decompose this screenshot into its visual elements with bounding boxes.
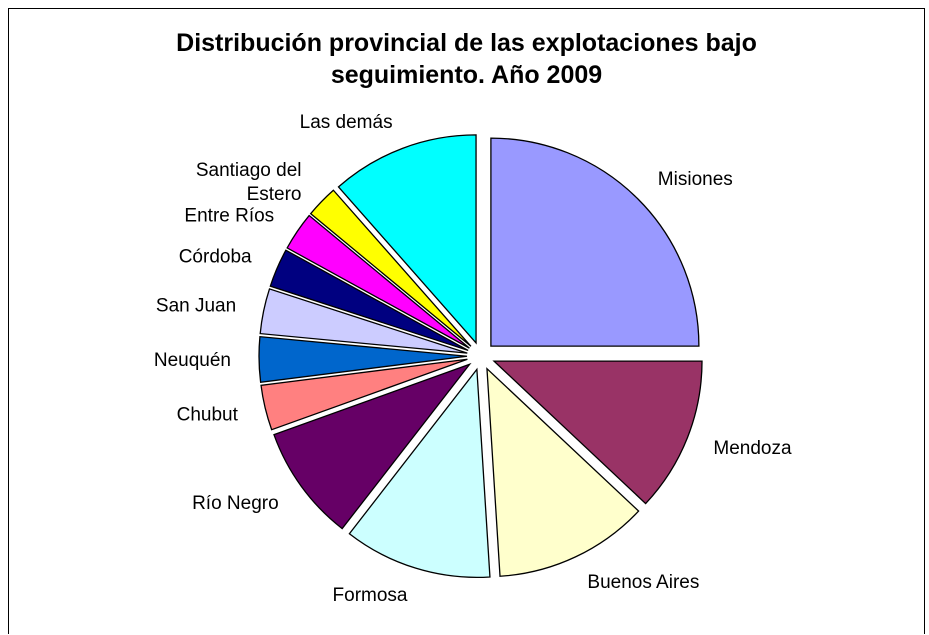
pie-chart: Misiones Mendoza Buenos Aires Formosa Río Ne… (154, 112, 792, 606)
chart-title-line-2: seguimiento. Año 2009 (330, 61, 603, 89)
pie-slice-santiago-del-estero (309, 189, 472, 347)
slice-label-line: Formosa (333, 585, 408, 606)
slice-label-line: Mendoza (713, 438, 792, 459)
slice-label-misiones: Misiones (658, 169, 733, 190)
slice-label-line: Buenos Aires (587, 572, 699, 593)
slice-label-rio-negro: Río Negro (192, 493, 279, 514)
slice-label-line: Estero (247, 184, 302, 205)
slice-label-neuquen: Neuquén (154, 350, 231, 371)
pie-slice-buenos-aires (486, 367, 640, 577)
slice-label-line: Entre Ríos (184, 206, 274, 227)
slice-label-las-demas: Las demás (300, 112, 393, 133)
slice-label-san-juan: San Juan (156, 295, 236, 316)
pie-slice-cordoba (269, 249, 469, 352)
slice-label-line: Chubut (177, 404, 239, 425)
chart-title: Distribución provincial de las explotaci… (9, 27, 924, 91)
slice-label-line: San Juan (156, 295, 236, 316)
pie-slice-misiones (490, 137, 700, 347)
slice-label-line: Neuquén (154, 350, 231, 371)
slice-label-formosa: Formosa (333, 585, 408, 606)
chart-title-line-1: Distribución provincial de las explotaci… (176, 29, 757, 57)
pie-slice-neuquen (258, 335, 468, 384)
slice-label-entre-rios: Entre Ríos (184, 206, 274, 227)
chart-frame: Distribución provincial de las explotaci… (8, 8, 925, 634)
slice-label-chubut: Chubut (177, 404, 239, 425)
pie-slice-chubut (260, 358, 468, 431)
pie-slice-entre-rios (286, 214, 470, 349)
slice-label-line: Santiago del (196, 160, 302, 181)
slice-label-cordoba: Córdoba (179, 247, 252, 268)
pie-slice-rio-negro (273, 362, 472, 530)
pie-slice-las-demas (337, 134, 477, 345)
pie-slice-mendoza (492, 360, 703, 505)
slice-label-line: Misiones (658, 169, 733, 190)
slice-label-buenos-aires: Buenos Aires (587, 572, 699, 593)
slice-label-santiago-del-estero: Santiago del Estero (196, 160, 302, 205)
slice-label-line: Las demás (300, 112, 393, 133)
slice-label-line: Córdoba (179, 247, 252, 268)
pie-slice-formosa (348, 367, 491, 579)
slice-label-line: Río Negro (192, 493, 279, 514)
pie-slice-san-juan (259, 288, 468, 354)
slice-label-mendoza: Mendoza (713, 438, 792, 459)
